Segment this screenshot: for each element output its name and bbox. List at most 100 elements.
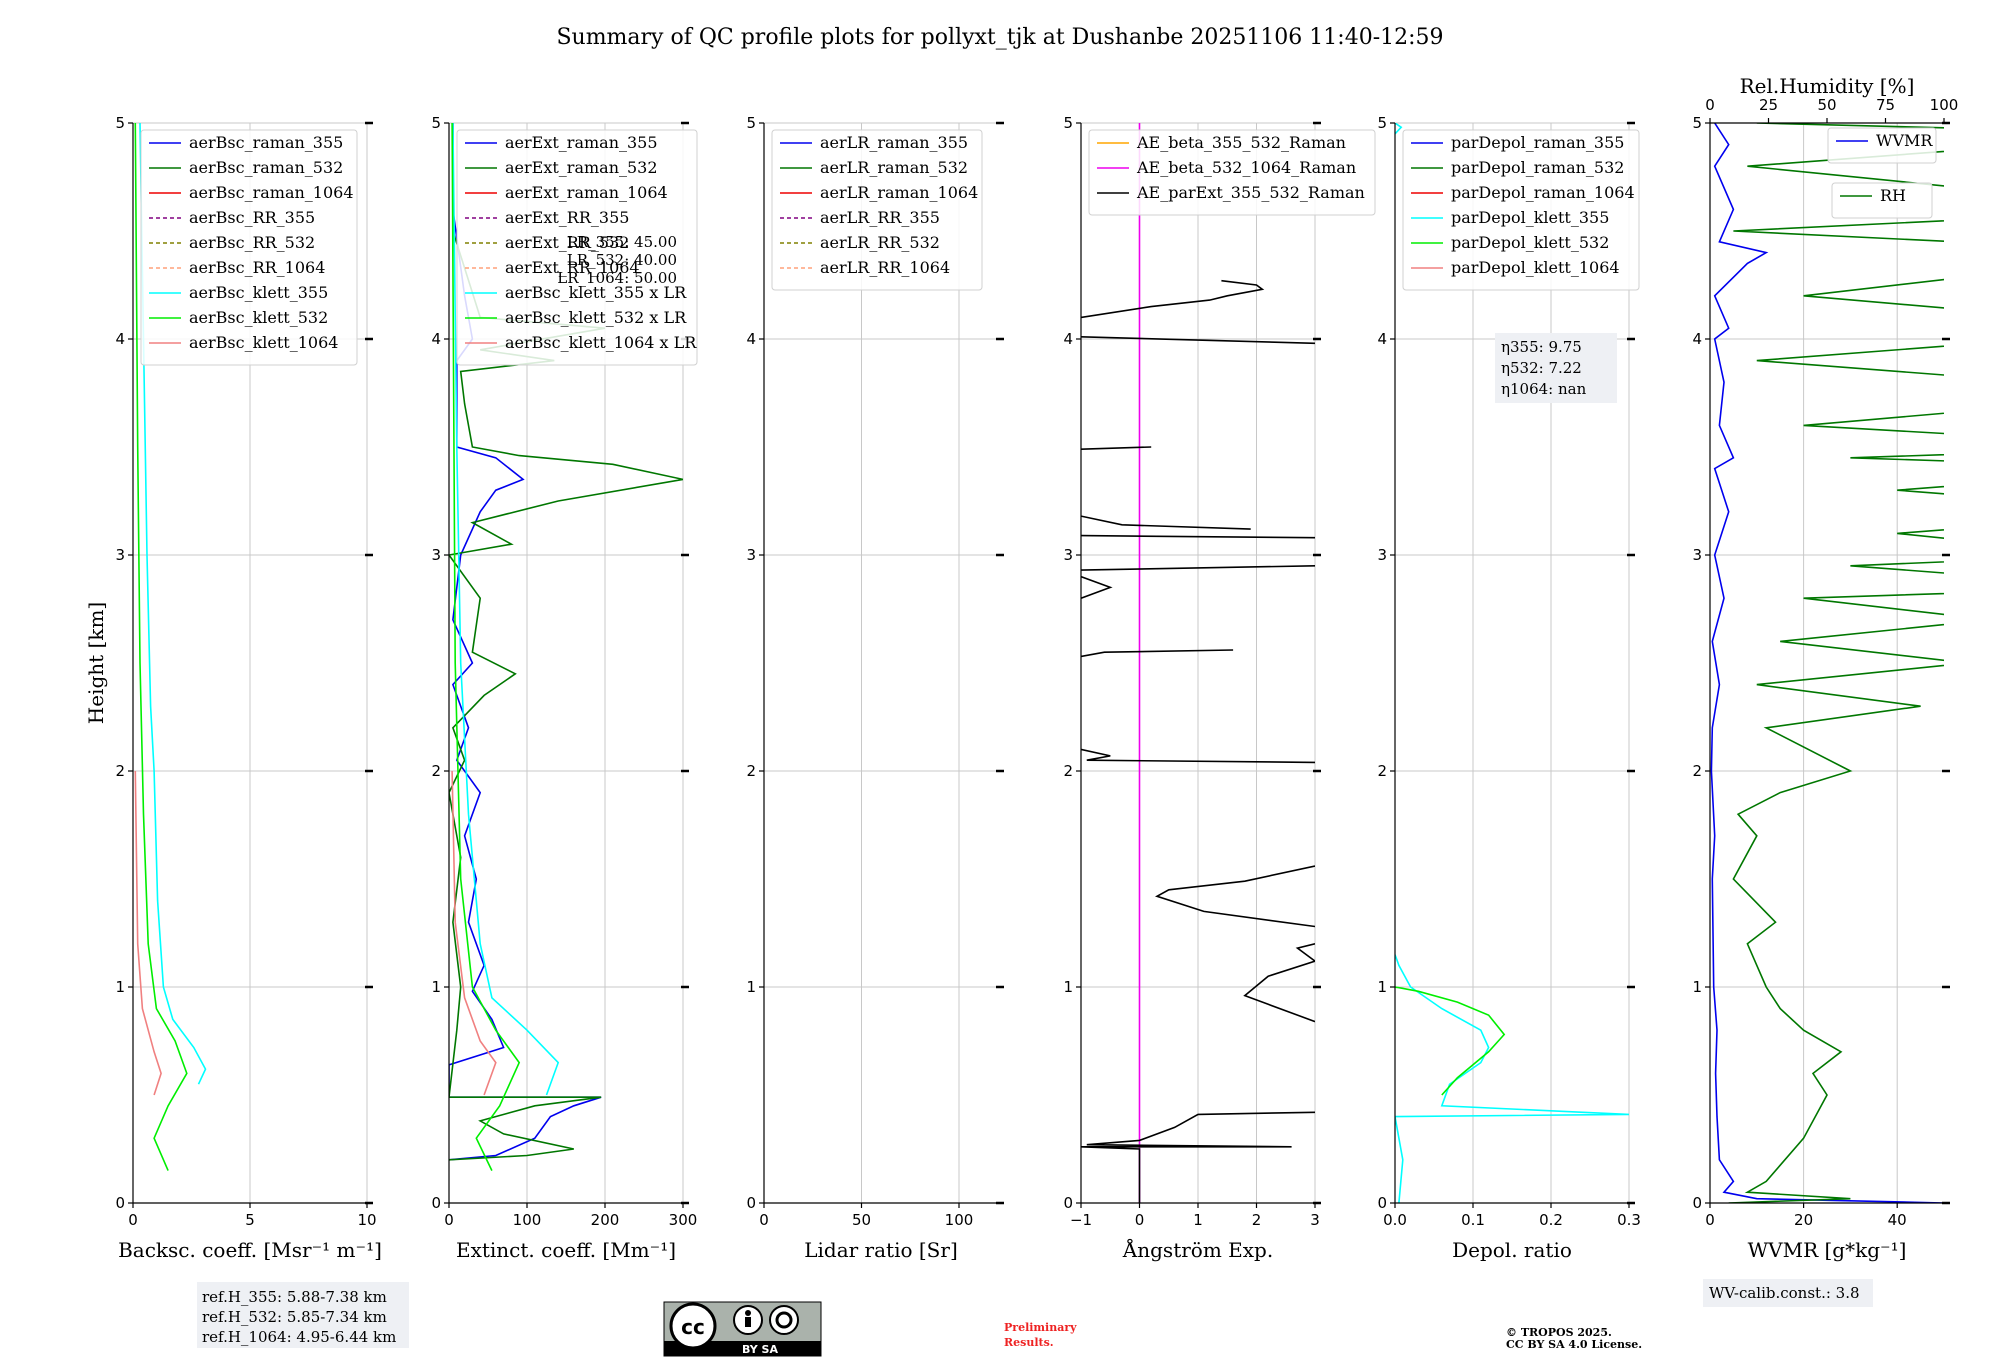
x-tick-label: 0.2	[1539, 1211, 1563, 1229]
x-tick-label: 1	[1193, 1211, 1203, 1229]
x-tick-label: 5	[245, 1211, 255, 1229]
legend-entry: WVMR	[1876, 131, 1933, 150]
series-AE_parExt_355_532_Raman_d	[1081, 748, 1315, 764]
legend-entry: parDepol_klett_532	[1451, 233, 1609, 252]
x-axis-label: Depol. ratio	[1452, 1238, 1572, 1262]
legend-entry: aerBsc_klett_355 x LR	[505, 283, 687, 302]
y-tick-label: 3	[431, 546, 441, 564]
y-tick-label: 4	[1377, 330, 1387, 348]
y-tick-label: 0	[1063, 1194, 1073, 1212]
legend-entry: aerExt_RR_532	[505, 233, 629, 252]
panel-extinction: 0 1 2 3 4 5 0 100 200 300 Extinct. coeff. [Mm⁻¹] ae…	[431, 114, 698, 1262]
y-tick-label: 4	[431, 330, 441, 348]
wv-calib-const: WV-calib.const.: 3.8	[1709, 1284, 1860, 1302]
y-tick-label: 2	[746, 762, 756, 780]
legend-entry: aerBsc_RR_532	[189, 233, 315, 252]
series-parDepol_klett_355_top	[1395, 123, 1403, 135]
x-tick-label: 50	[852, 1211, 871, 1229]
x-axis-label: WVMR [g*kg⁻¹]	[1748, 1238, 1907, 1262]
x-tick-label: 40	[1888, 1211, 1907, 1229]
y-tick-label: 1	[1063, 978, 1073, 996]
preliminary-line-1: Preliminary	[1004, 1321, 1077, 1334]
series-aerBsc_klett_1064	[134, 770, 162, 1096]
y-tick-label: 5	[746, 114, 756, 132]
series-AE_parExt_355_532_Raman_c	[1154, 865, 1315, 928]
series-aerBsc_klett_532 x LR	[451, 123, 521, 1171]
x-tick-label: 0.0	[1383, 1211, 1407, 1229]
eta-box: η355: 9.75 η532: 7.22 η1064: nan	[1495, 333, 1617, 403]
legend: aerLR_raman_355 aerLR_raman_532 aerLR_rama…	[771, 129, 983, 291]
y-tick-label: 1	[1692, 978, 1702, 996]
legend-entry: aerBsc_klett_355	[189, 283, 328, 302]
legend-entry: aerLR_raman_1064	[820, 183, 978, 202]
cc-icon	[669, 1302, 717, 1350]
legend-entry: aerExt_RR_1064	[505, 258, 640, 277]
x-tick-label: 0	[1135, 1211, 1145, 1229]
y-tick-label: 3	[746, 546, 756, 564]
legend-entry: aerLR_RR_355	[820, 208, 940, 227]
x-tick-label: 0.1	[1461, 1211, 1485, 1229]
y-axis-label: Height [km]	[84, 602, 108, 724]
x-tick-label: 20	[1794, 1211, 1813, 1229]
info-box: WV-calib.const.: 3.8	[1703, 1279, 1873, 1307]
x-tick-label: 2	[1252, 1211, 1262, 1229]
legend-entry: AE_beta_355_532_Raman	[1136, 133, 1346, 152]
legend-entry: aerBsc_RR_355	[189, 208, 315, 227]
series-AE_parExt_355_532_Raman_b	[1243, 943, 1315, 1023]
cc-license-badge: cc BY SA	[663, 1301, 822, 1357]
legend-entry: aerBsc_RR_1064	[189, 258, 325, 277]
legend-entry: AE_parExt_355_532_Raman	[1136, 183, 1365, 202]
legend-entry: AE_beta_532_1064_Raman	[1136, 158, 1356, 177]
legend-entry: aerLR_RR_1064	[820, 258, 950, 277]
x-axis-label: Extinct. coeff. [Mm⁻¹]	[456, 1238, 676, 1262]
figure-title: Summary of QC profile plots for pollyxt_…	[556, 25, 1443, 50]
y-tick-label: 5	[1377, 114, 1387, 132]
y-tick-label: 4	[746, 330, 756, 348]
y-tick-label: 5	[1063, 114, 1073, 132]
y-tick-label: 0	[1692, 1194, 1702, 1212]
ref-height: ref.H_1064: 4.95-6.44 km	[202, 1328, 396, 1346]
y-tick-label: 4	[115, 330, 125, 348]
x2-tick-label: 25	[1759, 96, 1778, 114]
x-tick-label: 0.3	[1617, 1211, 1641, 1229]
legend-entry: parDepol_klett_355	[1451, 208, 1609, 227]
panel-depol: 0 1 2 3 4 5 0.0 0.1 0.2 0.3 Depol. ratio parDepol_r…	[1377, 114, 1640, 1262]
y-tick-label: 5	[115, 114, 125, 132]
x-tick-label: 100	[513, 1211, 542, 1229]
y-tick-label: 5	[431, 114, 441, 132]
legend-entry: aerBsc_klett_1064	[189, 333, 338, 352]
preliminary-line-2: Results.	[1004, 1336, 1054, 1349]
series-AE_parExt_355_532_Raman_k	[1081, 336, 1315, 345]
series-aerBsc_klett_355	[139, 123, 207, 1085]
copyright-line-2: CC BY SA 4.0 License.	[1506, 1338, 1642, 1351]
series-aerBsc_klett_532	[134, 123, 188, 1171]
eta-value: η355: 9.75	[1501, 338, 1582, 356]
x2-tick-label: 75	[1876, 96, 1895, 114]
x2-tick-label: 100	[1930, 96, 1959, 114]
lr-value: LR_1064: 50.00	[557, 269, 677, 287]
x-tick-label: 0	[1705, 1211, 1715, 1229]
series-aerExt_raman_532	[449, 123, 683, 1161]
x-axis-label: Backsc. coeff. [Msr⁻¹ m⁻¹]	[118, 1238, 382, 1262]
legend-entry: parDepol_raman_355	[1451, 133, 1624, 152]
series-RH	[1728, 123, 1944, 1203]
legend-entry: aerLR_RR_532	[820, 233, 940, 252]
x-tick-label: 0	[128, 1211, 138, 1229]
lr-value: LR_532: 40.00	[567, 251, 677, 269]
legend-entry: aerBsc_klett_1064 x LR	[505, 333, 697, 352]
y-tick-label: 2	[115, 762, 125, 780]
ref-height: ref.H_355: 5.88-7.38 km	[202, 1288, 387, 1306]
x-tick-label: 100	[945, 1211, 974, 1229]
legend-entry: aerLR_raman_355	[820, 133, 968, 152]
y-tick-label: 3	[1063, 546, 1073, 564]
legend-entry: aerBsc_raman_1064	[189, 183, 354, 202]
x-tick-label: 200	[591, 1211, 620, 1229]
y-tick-label: 0	[1377, 1194, 1387, 1212]
share-alike-icon	[769, 1305, 799, 1335]
y-tick-label: 2	[1063, 762, 1073, 780]
legend-entry: aerExt_raman_355	[505, 133, 658, 152]
legend-rh: RH	[1831, 182, 1933, 219]
y-tick-label: 0	[431, 1194, 441, 1212]
